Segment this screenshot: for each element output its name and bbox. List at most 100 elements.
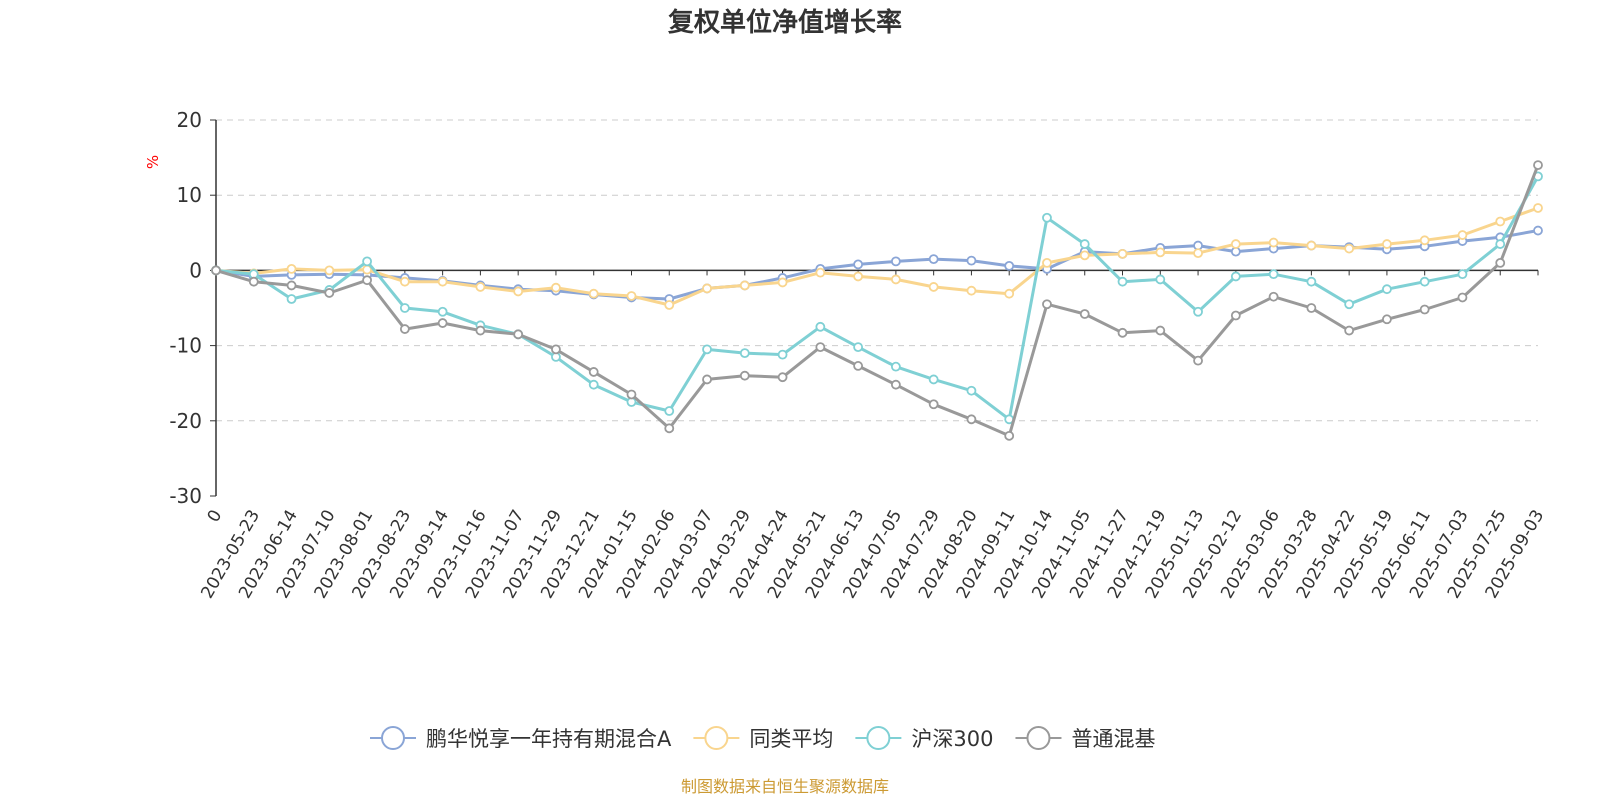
data-point xyxy=(588,367,599,377)
x-tick-label: 0 xyxy=(204,507,227,526)
data-point xyxy=(928,374,939,385)
legend[interactable]: 鹏华悦享一年持有期混合A 同类平均 沪深300 普通混基 xyxy=(370,726,1155,751)
data-point xyxy=(1042,212,1052,223)
data-point xyxy=(1306,276,1317,287)
data-point xyxy=(853,361,864,371)
data-point xyxy=(777,277,788,288)
data-point xyxy=(739,280,750,291)
data-point xyxy=(286,294,297,304)
y-tick-label: 20 xyxy=(177,108,202,132)
data-point xyxy=(1117,276,1128,287)
data-point xyxy=(362,256,372,267)
data-point xyxy=(1117,327,1128,338)
legend-label: 鹏华悦享一年持有期混合A xyxy=(426,727,672,751)
legend-item-1[interactable]: 鹏华悦享一年持有期混合A xyxy=(370,726,672,751)
data-point xyxy=(588,379,599,390)
data-point xyxy=(777,372,788,383)
data-point xyxy=(739,348,750,359)
y-axis-unit: % xyxy=(144,155,162,169)
data-point xyxy=(966,255,977,266)
data-point xyxy=(248,276,259,287)
data-point xyxy=(475,282,486,292)
data-point xyxy=(1193,248,1203,259)
series-line xyxy=(214,174,1540,421)
legend-label: 同类平均 xyxy=(749,727,833,751)
data-point xyxy=(890,256,901,267)
data-point xyxy=(399,324,410,334)
series-3 xyxy=(211,171,1543,425)
data-point xyxy=(853,342,864,353)
legend-marker-icon xyxy=(866,726,891,750)
data-point xyxy=(1155,274,1166,285)
data-point xyxy=(928,282,939,292)
data-point xyxy=(437,318,448,328)
series-4 xyxy=(211,160,1543,441)
data-point xyxy=(739,370,750,381)
data-point xyxy=(928,399,939,410)
data-point xyxy=(853,271,864,282)
legend-label: 沪深300 xyxy=(911,727,993,751)
series-line xyxy=(214,229,1540,301)
data-point xyxy=(1382,284,1392,295)
y-tick-label: -10 xyxy=(169,334,202,358)
data-point xyxy=(1193,306,1203,317)
data-point xyxy=(1344,299,1355,310)
data-point xyxy=(1382,314,1392,325)
data-point xyxy=(324,265,335,276)
data-point xyxy=(1268,237,1279,248)
data-point xyxy=(890,274,901,285)
data-point xyxy=(1419,235,1430,246)
data-source-note: 制图数据来自恒生聚源数据库 xyxy=(681,777,889,796)
data-point xyxy=(815,267,826,278)
data-point xyxy=(890,361,901,372)
series-lines xyxy=(211,160,1543,441)
data-point xyxy=(211,265,221,276)
legend-item-4[interactable]: 普通混基 xyxy=(1015,726,1155,751)
y-tick-labels: 20 10 0 -10 -20 -30 xyxy=(169,108,202,508)
data-point xyxy=(1495,239,1506,249)
data-point xyxy=(1004,430,1015,441)
data-point xyxy=(1079,309,1090,319)
data-point xyxy=(626,291,637,301)
data-point xyxy=(626,389,637,400)
data-point xyxy=(664,406,675,416)
data-point xyxy=(1306,303,1317,313)
data-point xyxy=(966,285,977,296)
legend-item-3[interactable]: 沪深300 xyxy=(855,726,993,751)
legend-marker-icon xyxy=(1026,726,1051,750)
data-point xyxy=(399,303,410,313)
data-point xyxy=(1155,247,1166,258)
data-point xyxy=(1533,203,1543,213)
data-point xyxy=(1004,288,1015,299)
data-point xyxy=(513,329,524,340)
data-point xyxy=(324,288,335,298)
data-point xyxy=(1268,291,1279,302)
data-point xyxy=(1079,239,1090,249)
data-point xyxy=(1193,355,1203,366)
legend-marker-icon xyxy=(381,726,405,750)
legend-item-2[interactable]: 同类平均 xyxy=(693,726,833,751)
data-point xyxy=(1533,225,1543,236)
data-point xyxy=(1533,160,1543,171)
data-point xyxy=(664,423,675,434)
data-point xyxy=(890,379,901,390)
data-point xyxy=(1079,250,1090,261)
data-point xyxy=(815,342,826,353)
data-point xyxy=(513,286,524,297)
data-point xyxy=(1457,292,1468,303)
data-point xyxy=(702,344,712,355)
data-point xyxy=(1268,269,1279,280)
data-point xyxy=(966,414,977,425)
data-point xyxy=(1495,257,1506,268)
data-point xyxy=(1230,239,1241,249)
data-point xyxy=(437,276,448,287)
data-point xyxy=(551,282,561,293)
data-point xyxy=(475,325,486,336)
y-tick-label: -20 xyxy=(169,409,202,433)
data-point xyxy=(702,283,712,294)
data-point xyxy=(1419,304,1430,315)
data-point xyxy=(286,263,297,274)
data-point xyxy=(1042,257,1052,268)
data-point xyxy=(1495,216,1506,227)
legend-label: 普通混基 xyxy=(1071,727,1155,751)
